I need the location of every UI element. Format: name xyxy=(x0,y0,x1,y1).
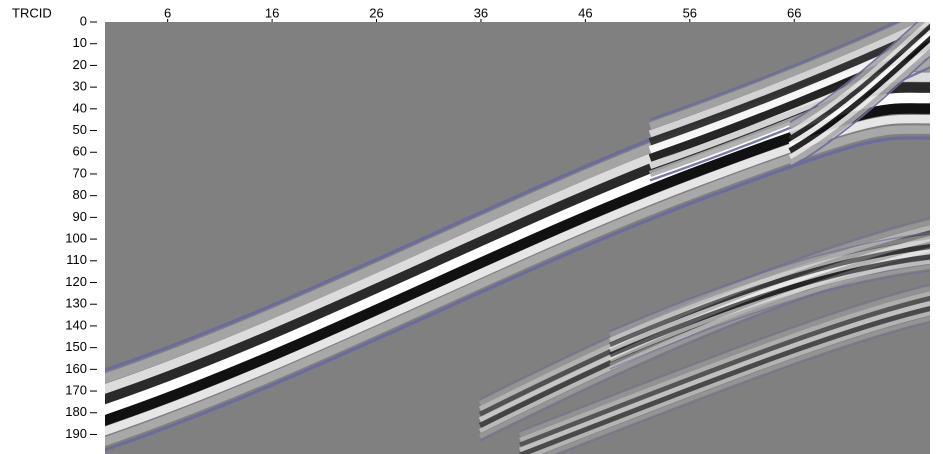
y-tick-label: 190 xyxy=(65,426,87,441)
y-tick-label: 160 xyxy=(65,361,87,376)
y-tick-label: 90 xyxy=(73,209,87,224)
y-tick-label: 180 xyxy=(65,404,87,419)
y-tick-label: 70 xyxy=(73,165,87,180)
y-tick-label: 130 xyxy=(65,296,87,311)
y-tick-label: 10 xyxy=(73,35,87,50)
y-tick-label: 150 xyxy=(65,339,87,354)
y-tick-label: 50 xyxy=(73,122,87,137)
y-tick-label: 100 xyxy=(65,231,87,246)
y-tick-label: 120 xyxy=(65,274,87,289)
y-tick-label: 20 xyxy=(73,57,87,72)
x-tick-label: 26 xyxy=(369,5,383,20)
x-axis-label: TRCID xyxy=(12,5,52,20)
y-tick-label: 140 xyxy=(65,317,87,332)
y-tick-label: 30 xyxy=(73,79,87,94)
x-tick-label: 66 xyxy=(787,5,801,20)
y-tick-label: 110 xyxy=(66,252,87,267)
y-tick-label: 0 xyxy=(80,13,87,28)
chart: TRCID 6 16 26 36 46 56 66 0 10 20 30 40 50 60 70 80 90 10… xyxy=(0,0,943,454)
y-tick-label: 80 xyxy=(73,187,87,202)
axis-labels: TRCID xyxy=(12,5,52,20)
x-tick-label: 16 xyxy=(265,5,279,20)
x-tick-label: 56 xyxy=(683,5,697,20)
x-tick-label: 46 xyxy=(578,5,592,20)
x-tick-label: 6 xyxy=(164,5,171,20)
y-tick-label: 170 xyxy=(65,382,87,397)
y-tick-label: 60 xyxy=(73,144,87,159)
y-tick-label: 40 xyxy=(73,100,87,115)
x-tick-label: 36 xyxy=(474,5,488,20)
